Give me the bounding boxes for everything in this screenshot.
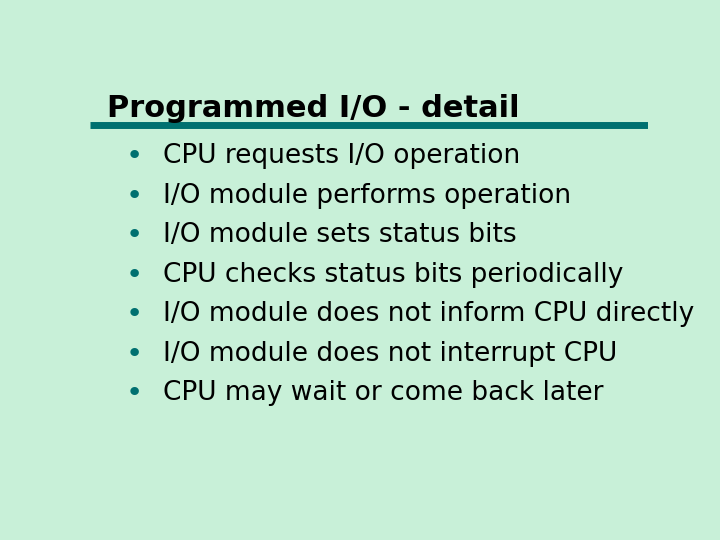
Text: •: • [126,379,143,407]
Text: CPU requests I/O operation: CPU requests I/O operation [163,143,520,169]
Text: •: • [126,300,143,328]
Text: •: • [126,142,143,170]
Text: •: • [126,182,143,210]
Text: I/O module does not inform CPU directly: I/O module does not inform CPU directly [163,301,694,327]
Text: CPU checks status bits periodically: CPU checks status bits periodically [163,262,623,288]
Text: •: • [126,261,143,289]
Text: I/O module performs operation: I/O module performs operation [163,183,571,209]
Text: CPU may wait or come back later: CPU may wait or come back later [163,380,603,406]
Text: •: • [126,221,143,249]
Text: I/O module does not interrupt CPU: I/O module does not interrupt CPU [163,341,617,367]
Text: Programmed I/O - detail: Programmed I/O - detail [107,94,519,123]
Text: I/O module sets status bits: I/O module sets status bits [163,222,516,248]
Text: •: • [126,340,143,368]
